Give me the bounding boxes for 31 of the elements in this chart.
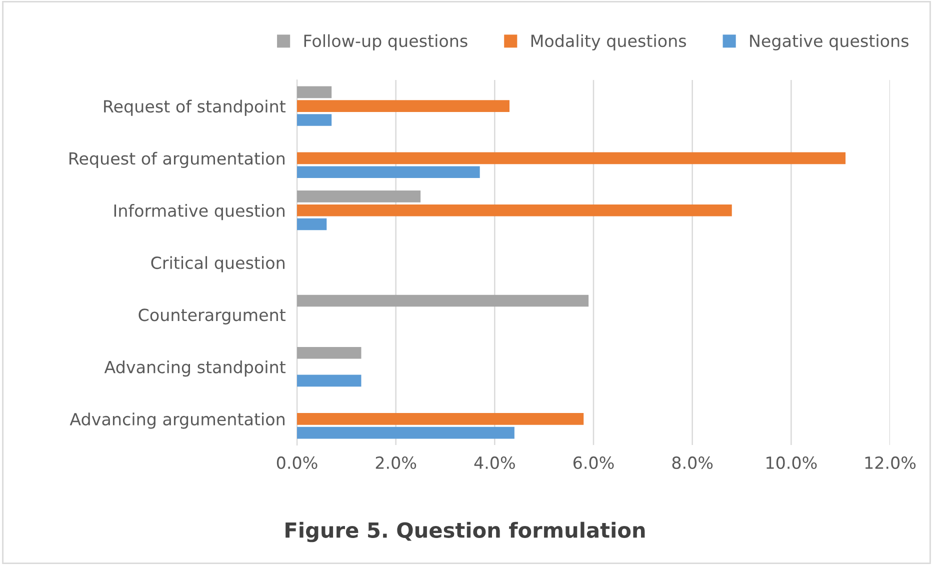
- y-tick-label: Request of standpoint: [104, 100, 286, 116]
- x-tick-label: 8.0%: [672, 456, 713, 470]
- bar: [297, 166, 480, 178]
- bar: [297, 114, 332, 126]
- x-tick-label: 12.0%: [865, 456, 916, 470]
- x-tick-label: 2.0%: [376, 456, 416, 470]
- bar: [297, 413, 584, 425]
- bar: [297, 346, 362, 359]
- y-tick-label: Informative question: [114, 204, 284, 220]
- y-tick-label: Request of argumentation: [70, 152, 284, 168]
- text: Figure 5. Question formulation: [286, 522, 645, 542]
- bar: [297, 374, 362, 387]
- y-tick-label: Critical question: [151, 256, 284, 272]
- y-tick-label: Advancing argumentation: [70, 412, 284, 429]
- y-tick-label: Counterargument: [138, 308, 286, 324]
- bar: [297, 152, 846, 164]
- bar: [297, 204, 732, 216]
- x-tick-label: 6.0%: [573, 456, 614, 470]
- bar: [297, 218, 327, 230]
- x-tick-label: 0.0%: [276, 456, 318, 470]
- bar: [297, 190, 421, 202]
- x-tick-label: 10.0%: [766, 456, 817, 470]
- legend-label: Negative questions: [750, 34, 908, 50]
- bar: [297, 426, 514, 439]
- bar: [297, 100, 510, 112]
- x-tick-label: 4.0%: [474, 456, 515, 470]
- legend-label: Follow-up questions: [304, 34, 468, 50]
- legend-label: Modality questions: [531, 34, 686, 50]
- y-tick-label: Advancing standpoint: [104, 360, 286, 377]
- bar: [297, 294, 589, 307]
- bar: [297, 86, 332, 98]
